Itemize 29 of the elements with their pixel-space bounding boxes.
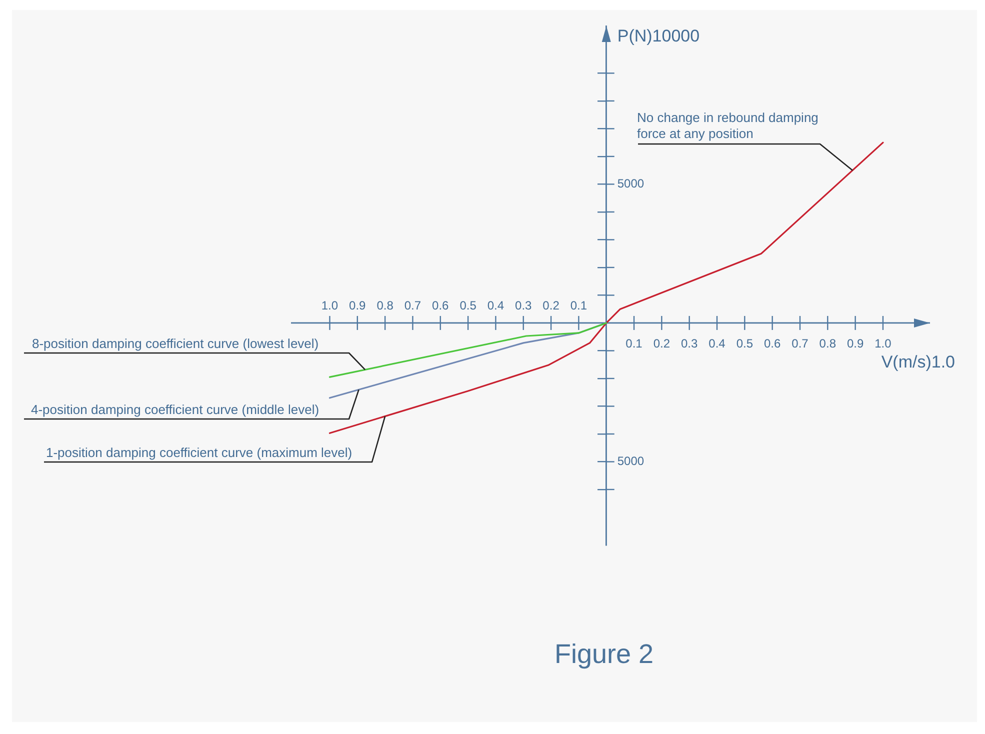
y-tick-label: 5000 [617, 454, 644, 468]
x-tick-label: 1.0 [874, 336, 892, 350]
x-tick-label: 0.5 [736, 336, 754, 350]
annotation: No change in rebound damping force at any position [637, 110, 818, 141]
series-label: 1-position damping coefficient curve (maximum level) [46, 445, 352, 460]
x2-tick-label: 0.6 [432, 298, 450, 312]
y-axis-title: P(N)10000 [617, 26, 700, 46]
series-label: 4-position damping coefficient curve (middle level) [31, 402, 320, 417]
text: 8-position damping coefficient curve (lowest level) [32, 336, 319, 351]
x2-tick-label: 0.3 [515, 298, 532, 312]
x2-tick-label: 0.9 [349, 298, 366, 312]
x2-tick-label: 0.1 [570, 298, 588, 312]
x2-tick-label: 0.8 [376, 298, 394, 312]
x2-tick-label: 0.7 [404, 298, 422, 312]
x-tick-label: 0.7 [792, 336, 809, 350]
x2-tick-label: 1.0 [321, 298, 338, 312]
x-tick-label: 0.6 [764, 336, 781, 350]
y-tick-label: 5000 [617, 176, 644, 191]
x-axis-title: V(m/s)1.0 [881, 352, 955, 372]
x2-tick-label: 0.4 [487, 298, 504, 312]
x2-tick-label: 0.2 [542, 298, 560, 312]
text: Figure 2 [553, 639, 655, 670]
x-tick-label: 0.2 [653, 336, 670, 350]
x-tick-label: 0.3 [680, 336, 698, 350]
x-tick-label: 0.8 [819, 336, 836, 350]
x-tick-label: 0.9 [846, 336, 864, 350]
x2-tick-label: 0.5 [460, 298, 477, 312]
x-tick-label: 0.1 [626, 336, 643, 350]
x-tick-label: 0.4 [708, 336, 726, 350]
